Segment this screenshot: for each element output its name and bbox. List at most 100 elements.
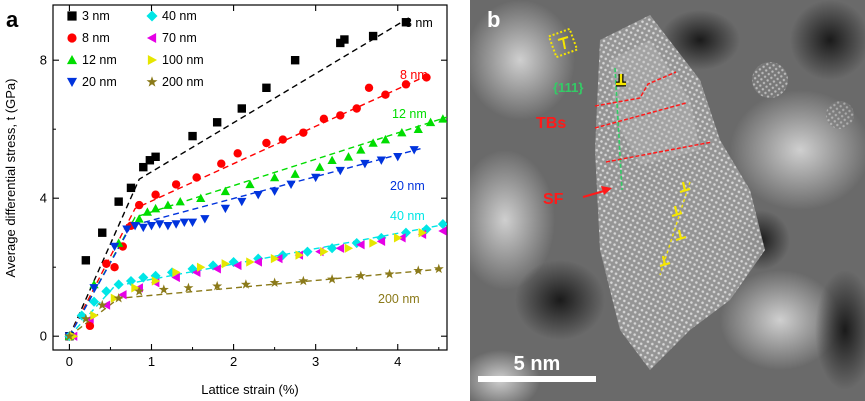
twin-boundary-2 <box>594 102 687 129</box>
curve-end-label: 3 nm <box>405 16 433 30</box>
data-point <box>299 128 308 137</box>
data-point <box>217 159 226 168</box>
legend-label: 70 nm <box>162 31 197 45</box>
data-point <box>270 253 280 264</box>
data-point <box>89 296 100 307</box>
data-point <box>380 134 391 144</box>
data-point <box>240 279 251 289</box>
data-point <box>122 225 132 234</box>
data-point <box>151 276 161 286</box>
data-point <box>327 243 338 254</box>
data-point <box>262 138 271 148</box>
legend-label: 8 nm <box>82 31 110 45</box>
data-point <box>246 257 255 267</box>
label-tbs: TBs <box>536 115 566 132</box>
data-point <box>200 215 210 224</box>
data-point <box>336 111 345 120</box>
data-point <box>76 310 87 321</box>
data-point <box>302 246 313 257</box>
data-point <box>344 243 354 253</box>
data-point <box>438 114 447 123</box>
data-point <box>187 218 198 227</box>
plane-label-111: {111} <box>553 80 583 95</box>
data-point <box>220 204 230 214</box>
curve-end-label: 8 nm <box>400 68 428 82</box>
data-point <box>142 207 153 216</box>
data-point <box>145 156 155 165</box>
data-point <box>81 256 91 265</box>
data-point <box>298 275 309 286</box>
data-point <box>196 193 206 202</box>
legend-marker <box>146 10 158 22</box>
x-tick-label: 2 <box>230 354 237 369</box>
legend-marker <box>67 11 77 21</box>
data-point <box>340 35 349 44</box>
data-point <box>438 226 447 236</box>
data-point <box>192 173 201 182</box>
data-point <box>101 286 112 297</box>
data-point <box>110 263 119 272</box>
green-plane-line <box>614 67 623 191</box>
data-markers <box>64 18 447 342</box>
data-point <box>413 265 424 275</box>
data-point <box>401 18 411 27</box>
data-point <box>139 162 148 172</box>
data-point <box>102 259 111 268</box>
data-point <box>286 180 296 190</box>
data-point <box>343 152 354 161</box>
data-point <box>183 282 194 293</box>
axis-ticks: 0 1 2 3 4 0 4 8 <box>40 5 447 369</box>
curve-end-label: 40 nm <box>390 209 425 223</box>
legend: 3 nm 8 nm 12 nm 20 nm 40 nm 70 nm 100 nm 200 nm <box>66 9 204 89</box>
data-point <box>400 227 411 238</box>
y-tick-label: 8 <box>40 53 47 68</box>
data-point <box>171 220 181 229</box>
label-sf: SF <box>543 191 564 208</box>
data-point <box>413 124 423 133</box>
legend-label: 40 nm <box>162 9 197 23</box>
legend-marker <box>146 76 158 87</box>
data-point <box>118 290 127 300</box>
data-point <box>155 220 165 229</box>
dislocation-array-line <box>659 181 691 276</box>
data-point <box>134 214 144 223</box>
data-point <box>319 114 329 124</box>
data-point <box>85 321 95 331</box>
data-point <box>131 283 140 293</box>
data-point <box>125 275 137 287</box>
sf-arrow <box>582 189 605 199</box>
fit-line <box>68 223 447 337</box>
data-point <box>90 310 99 321</box>
data-point <box>425 117 436 127</box>
fit-lines <box>68 16 447 337</box>
fit-line <box>68 73 431 337</box>
data-point <box>89 284 99 293</box>
y-tick-label: 0 <box>40 329 47 344</box>
x-tick-label: 1 <box>148 354 155 369</box>
data-point <box>237 104 246 113</box>
data-point <box>278 135 288 144</box>
data-point <box>98 228 107 237</box>
data-point <box>384 268 395 279</box>
data-point <box>277 250 288 261</box>
data-point <box>179 218 189 227</box>
legend-label: 200 nm <box>162 75 204 89</box>
yellow-t-symbol <box>557 36 569 50</box>
data-point <box>270 187 280 196</box>
data-point <box>418 228 427 238</box>
data-point <box>138 272 149 283</box>
data-point <box>376 236 386 246</box>
x-tick-label: 3 <box>312 354 319 369</box>
data-point <box>269 277 280 287</box>
dotted-square-marker <box>547 27 579 59</box>
data-point <box>172 267 181 277</box>
data-point <box>146 222 157 231</box>
data-point <box>171 180 181 189</box>
data-point <box>437 219 447 230</box>
data-point <box>327 155 337 165</box>
data-point <box>80 313 91 324</box>
nanograin <box>595 15 765 370</box>
tem-image-panel: b {111} TBs SF 5 nm <box>470 0 865 401</box>
data-point <box>393 233 403 243</box>
